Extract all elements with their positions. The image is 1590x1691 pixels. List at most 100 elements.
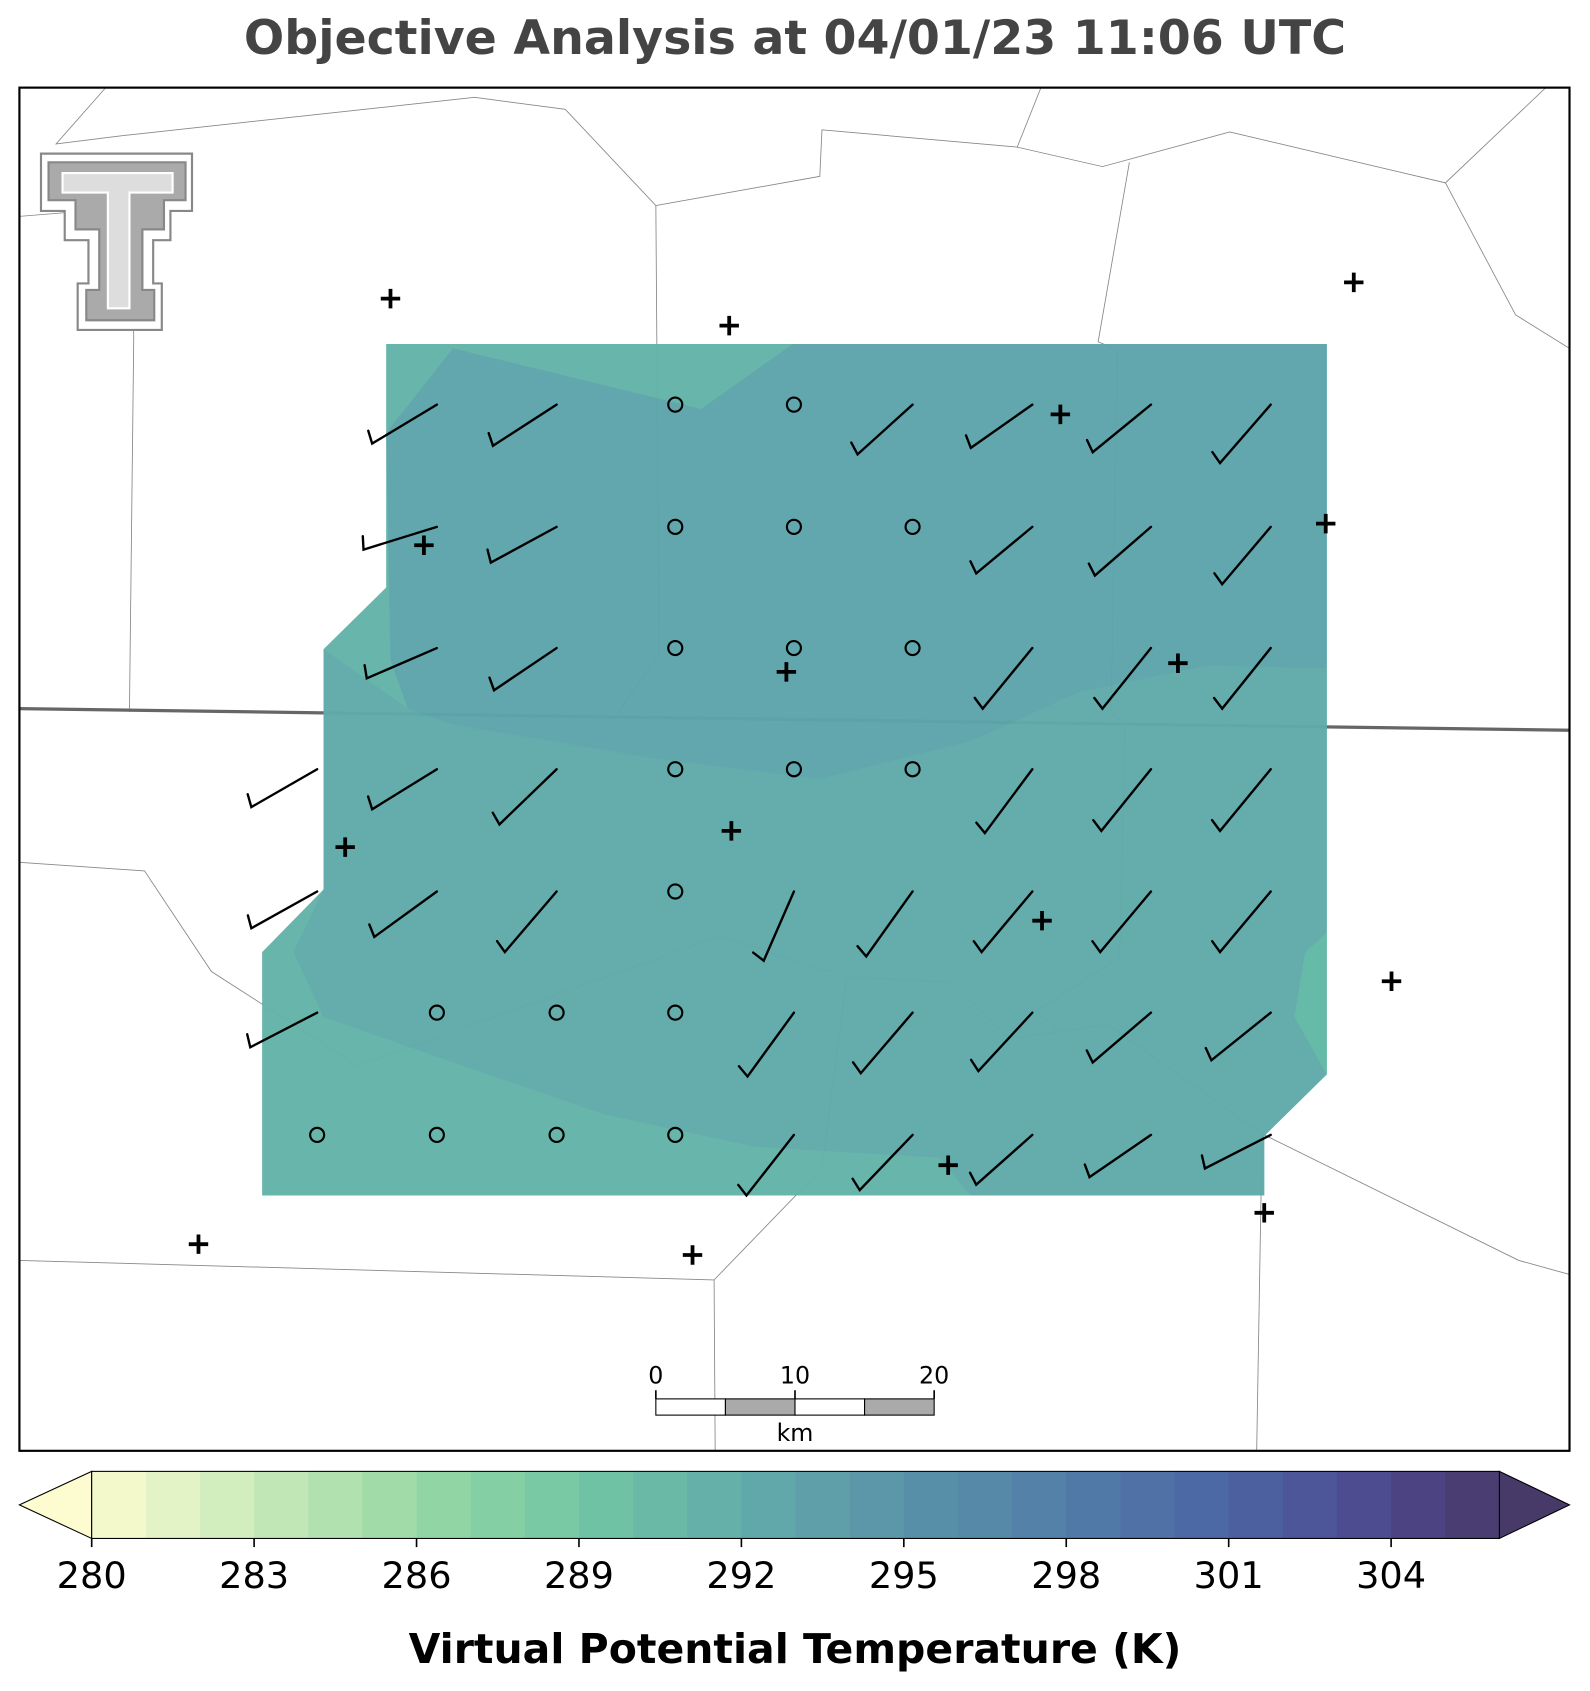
colorbar-cell xyxy=(254,1471,309,1539)
colorbar-cell xyxy=(957,1471,1013,1539)
wind-barb xyxy=(737,1011,796,1079)
wind-barb xyxy=(1210,768,1272,833)
colorbar-cell xyxy=(849,1471,905,1539)
wind-barb xyxy=(1200,1133,1272,1171)
colorbar-cell xyxy=(362,1471,418,1539)
wind-barb xyxy=(488,646,558,693)
colorbar-cell xyxy=(1012,1471,1067,1539)
colorbar-cell xyxy=(1336,1471,1392,1539)
scale-unit: km xyxy=(777,1419,814,1447)
stations xyxy=(188,272,1402,1265)
scale-tick-label: 20 xyxy=(919,1362,949,1390)
colorbar-cell xyxy=(308,1471,363,1539)
map-frame xyxy=(18,86,1571,1452)
wind-barb xyxy=(1211,403,1272,465)
station-marker xyxy=(188,1234,209,1254)
colorbar: 280 283 286 289 292 295 298 301 304 xyxy=(18,1470,1571,1597)
calm-wind xyxy=(667,883,684,900)
colorbar-cell xyxy=(795,1471,851,1539)
colorbar-cell xyxy=(687,1471,742,1539)
station-marker xyxy=(721,821,742,841)
scale-tick-label: 10 xyxy=(780,1362,810,1390)
colorbar-cell xyxy=(1391,1471,1446,1539)
scale-tick-label: 0 xyxy=(648,1362,663,1390)
colorbar-tick-label: 304 xyxy=(1356,1554,1426,1597)
colorbar-tick-label: 292 xyxy=(706,1554,776,1597)
colorbar-cell xyxy=(1228,1471,1284,1539)
calm-wind xyxy=(904,639,921,657)
colorbar-frame xyxy=(91,1470,1500,1539)
calm-wind xyxy=(904,761,921,778)
wind-barb xyxy=(486,525,558,565)
station-marker xyxy=(335,837,355,857)
colorbar-cell xyxy=(903,1471,959,1539)
field-contour xyxy=(386,344,1327,782)
wind-barb xyxy=(1204,1011,1272,1063)
wind-barb xyxy=(856,890,914,959)
wind-barb xyxy=(367,403,439,446)
colorbar-label: Virtual Potential Temperature (K) xyxy=(409,1625,1182,1673)
wind-barb xyxy=(495,890,558,954)
calm-wind xyxy=(785,396,803,413)
wind-barb xyxy=(368,890,439,939)
colorbar-tick-label: 289 xyxy=(544,1554,614,1597)
colorbar-cell xyxy=(633,1471,688,1539)
calm-wind xyxy=(548,1126,565,1144)
colorbar-tick-label: 280 xyxy=(57,1554,127,1597)
wind-barb xyxy=(975,768,1034,835)
scale-bar: 0 10 20 km xyxy=(648,1362,949,1447)
station-marker xyxy=(719,315,739,336)
colorbar-tick-label: 283 xyxy=(219,1554,289,1597)
station-marker xyxy=(1168,653,1188,673)
calm-wind xyxy=(785,518,803,535)
wind-barb xyxy=(246,1011,319,1050)
station-marker xyxy=(1254,1203,1274,1223)
wind-barb xyxy=(1091,890,1153,954)
calm-wind xyxy=(428,1004,445,1021)
colorbar-cell xyxy=(470,1471,526,1539)
calm-wind xyxy=(667,761,684,778)
colorbar-cell xyxy=(199,1471,255,1539)
calm-wind xyxy=(548,1004,565,1021)
wind-barb xyxy=(361,525,439,552)
calm-wind xyxy=(667,518,684,535)
calm-wind xyxy=(785,761,803,778)
colorbar-cell xyxy=(91,1471,147,1539)
calm-wind xyxy=(785,639,803,657)
wind-barb xyxy=(969,1011,1034,1074)
wind-barb xyxy=(964,403,1034,450)
station-marker xyxy=(1316,513,1336,534)
wind-barb xyxy=(850,403,914,457)
wind-barb xyxy=(246,768,319,809)
wind-barb xyxy=(973,646,1034,711)
wind-barb xyxy=(1093,646,1153,711)
wind-barb xyxy=(968,1133,1034,1187)
station-marker xyxy=(1381,971,1402,992)
colorbar-cell xyxy=(524,1471,580,1539)
wind-barb xyxy=(851,1011,914,1076)
analysis-field xyxy=(262,344,1327,1196)
wind-barb xyxy=(487,403,558,448)
station-marker xyxy=(938,1155,958,1175)
station-marker xyxy=(1344,272,1364,293)
wind-barb xyxy=(972,890,1034,954)
wind-barb xyxy=(969,525,1034,576)
wind-barb xyxy=(1085,1011,1153,1065)
colorbar-cell xyxy=(145,1471,201,1539)
station-marker xyxy=(1032,910,1052,931)
colorbar-cell xyxy=(741,1471,797,1539)
logo xyxy=(39,152,194,332)
colorbar-cell xyxy=(1066,1471,1121,1539)
field-contour xyxy=(1294,932,1327,1075)
field-contour xyxy=(293,649,1327,1196)
station-marker xyxy=(380,288,401,309)
colorbar-tick-label: 286 xyxy=(382,1554,452,1597)
wind-barb xyxy=(1092,768,1153,833)
calm-wind xyxy=(667,1004,684,1021)
colorbar-cell xyxy=(1282,1471,1338,1539)
calm-wind xyxy=(667,1126,684,1144)
colorbar-cell xyxy=(1174,1471,1230,1539)
colorbar-extend-low xyxy=(18,1470,93,1540)
colorbar-cell xyxy=(578,1471,634,1539)
